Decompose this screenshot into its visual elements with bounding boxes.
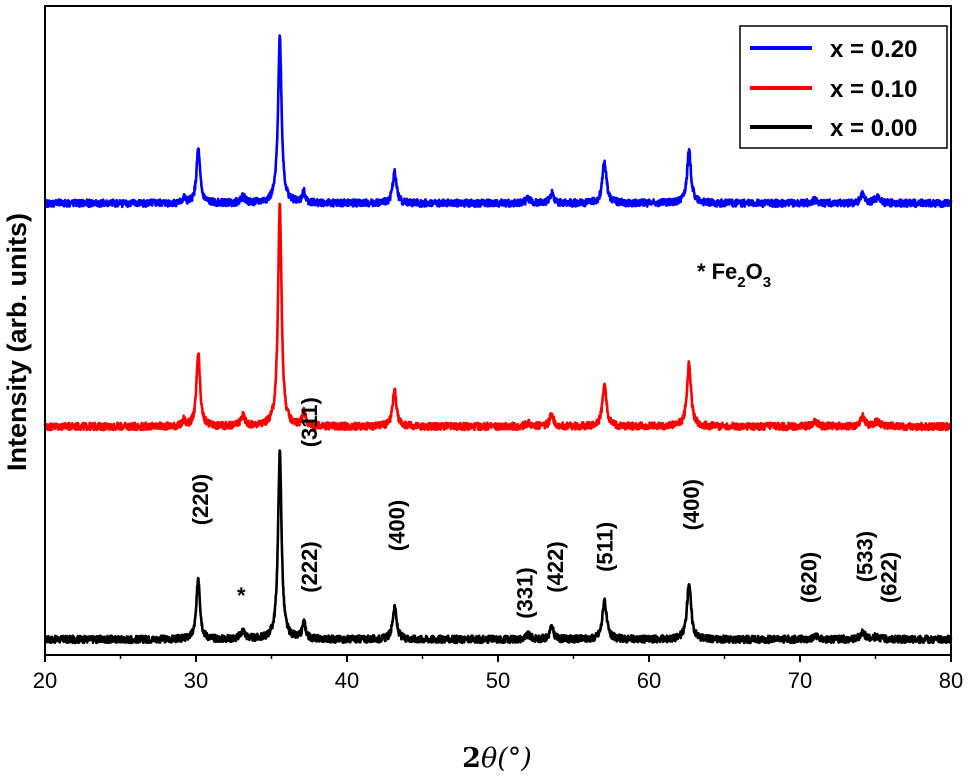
hkl-label: (622) — [877, 552, 902, 603]
impurity-note-sub2: 3 — [763, 274, 771, 291]
hkl-label: (220) — [188, 474, 213, 525]
legend: x = 0.20 x = 0.10 x = 0.00 — [739, 25, 948, 149]
hkl-label: (311) — [297, 397, 322, 447]
legend-label-blue: x = 0.20 — [830, 36, 917, 63]
impurity-note-star: * — [697, 259, 706, 284]
x-tick-label: 80 — [939, 668, 963, 693]
x-ticks: 20 30 40 50 60 70 80 — [33, 655, 963, 693]
legend-label-black: x = 0.00 — [830, 115, 917, 142]
x-axis-title-unit: (°) — [497, 743, 532, 774]
hkl-label: (400) — [679, 479, 704, 530]
x-axis-title-theta: θ — [481, 743, 497, 774]
x-tick-label: 20 — [33, 668, 57, 693]
legend-label-red: x = 0.10 — [830, 76, 917, 103]
x-axis-title-main: 2 — [462, 743, 481, 774]
x-tick-label: 60 — [637, 668, 661, 693]
x-tick-label: 70 — [788, 668, 812, 693]
hkl-label: (533) — [852, 531, 877, 582]
series-line-020 — [43, 34, 953, 209]
x-axis-title: 2θ(°) — [462, 743, 532, 774]
impurity-note-sub1: 2 — [737, 274, 745, 291]
series-line-010 — [43, 202, 953, 432]
impurity-note-fe: Fe — [712, 259, 738, 284]
hkl-label: (620) — [797, 552, 822, 603]
hkl-label: (331) — [513, 567, 538, 618]
hkl-label: (222) — [297, 541, 322, 592]
hkl-labels: (220) (311) (222) (400) (331)(422) (511) (400)… — [188, 397, 902, 619]
x-tick-label: 50 — [486, 668, 510, 693]
x-tick-label: 30 — [184, 668, 208, 693]
series-layer — [43, 34, 953, 645]
hkl-label: (422) — [543, 541, 568, 592]
impurity-note: * Fe2O3 — [697, 259, 771, 291]
impurity-star-marker: * — [237, 583, 246, 608]
hkl-label: (400) — [384, 500, 409, 551]
impurity-note-o: O — [746, 259, 763, 284]
series-line-000 — [44, 449, 953, 645]
hkl-label: (511) — [593, 522, 618, 572]
y-axis-title: Intensity (arb. units) — [2, 213, 32, 471]
x-tick-label: 40 — [335, 668, 359, 693]
